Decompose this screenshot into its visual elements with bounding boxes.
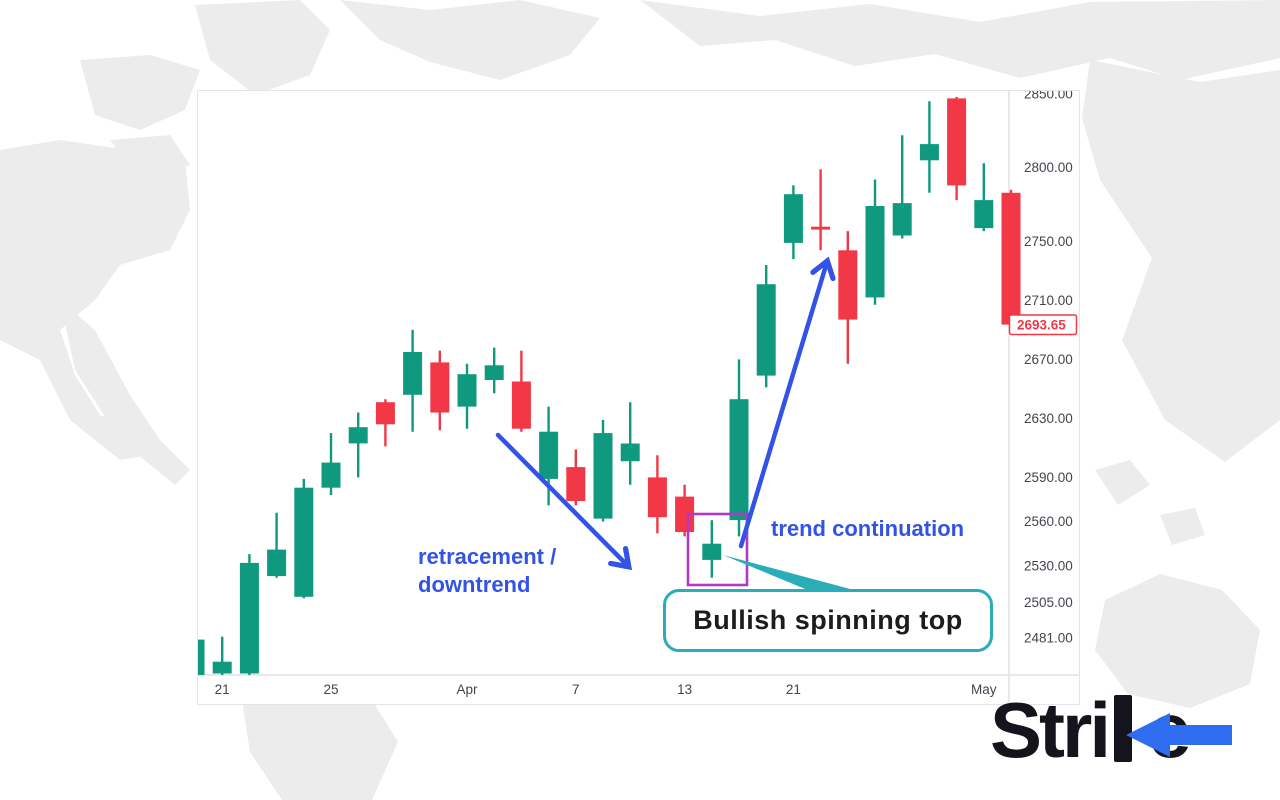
candle-body-9 <box>403 352 423 395</box>
price-tick-label: 2800.00 <box>1024 160 1073 175</box>
candle-body-19 <box>675 496 695 532</box>
candle-body-25 <box>838 250 858 320</box>
candle-body-26 <box>865 206 885 298</box>
candle-body-7 <box>348 427 368 444</box>
time-tick-label: 21 <box>786 682 801 697</box>
price-tick-label: 2670.00 <box>1024 352 1073 367</box>
price-tick-label: 2750.00 <box>1024 234 1073 249</box>
logo-arrow-icon <box>1126 713 1233 757</box>
candle-body-23 <box>783 194 803 243</box>
candle-body-29 <box>947 98 967 186</box>
candle-body-1 <box>198 639 205 675</box>
callout-bullish-spinning-top: Bullish spinning top <box>663 589 993 652</box>
candle-body-5 <box>294 487 314 597</box>
spinning-top-highlight-box <box>686 512 749 587</box>
price-tick-label: 2530.00 <box>1024 558 1073 573</box>
retracement-downtrend-label: retracement / downtrend <box>418 543 556 599</box>
time-tick-label: 21 <box>215 682 230 697</box>
logo-text-left: Stri <box>990 686 1111 774</box>
time-tick-label: May <box>971 682 997 697</box>
candle-body-18 <box>647 477 667 518</box>
map-islands <box>1095 460 1205 545</box>
candle-body-8 <box>375 402 395 425</box>
candle-body-31 <box>1001 192 1021 325</box>
candle-body-16 <box>593 433 613 519</box>
map-greenland <box>195 0 330 95</box>
candle-body-30 <box>974 200 994 229</box>
candle-body-4 <box>267 549 287 577</box>
retracement-arrow <box>495 432 633 571</box>
price-tick-label: 2560.00 <box>1024 514 1073 529</box>
candle-layer <box>198 96 1021 675</box>
time-tick-label: 25 <box>323 682 338 697</box>
axis-layer: 2850.00 2800.00 2750.00 2710.00 2670.00 2630.… <box>215 91 1073 697</box>
logo-k-stem <box>1114 695 1133 762</box>
candle-body-22 <box>756 284 776 376</box>
candle-body-11 <box>457 374 477 407</box>
trend-continuation-arrow <box>738 256 836 549</box>
price-tick-label: 2481.00 <box>1024 631 1073 646</box>
annotation-layer: 2693.65 <box>495 256 1078 593</box>
map-arctic-islands <box>80 55 200 180</box>
retracement-label-line2: downtrend <box>418 572 531 597</box>
price-tick-label: 2850.00 <box>1024 91 1073 101</box>
time-tick-label: 7 <box>572 682 580 697</box>
callout-text: Bullish spinning top <box>693 605 963 635</box>
map-eurasia-band <box>640 0 1280 80</box>
candle-body-6 <box>321 462 341 488</box>
candle-body-15 <box>566 467 586 501</box>
callout-tail <box>723 555 865 593</box>
candle-body-2 <box>212 661 232 674</box>
current-price-tag: 2693.65 <box>1008 314 1078 336</box>
candlestick-chart: 2850.00 2800.00 2750.00 2710.00 2670.00 2630.… <box>198 91 1079 704</box>
map-south-america <box>240 680 398 800</box>
candle-body-3 <box>239 562 259 674</box>
price-tick-label: 2630.00 <box>1024 411 1073 426</box>
time-tick-label: 13 <box>677 682 692 697</box>
candle-body-20 <box>702 543 722 560</box>
logo-ke: e <box>1108 690 1236 772</box>
time-tick-label: Apr <box>456 682 478 697</box>
current-price-value: 2693.65 <box>1017 318 1066 333</box>
candle-body-13 <box>511 381 531 429</box>
candle-body-21 <box>729 399 749 521</box>
candle-body-17 <box>620 443 640 462</box>
map-asia-east <box>1082 60 1280 462</box>
candle-body-24 <box>811 226 831 230</box>
trend-continuation-label: trend continuation <box>771 516 965 541</box>
price-tick-label: 2710.00 <box>1024 293 1073 308</box>
map-north-band <box>340 0 600 80</box>
strike-logo: Stri e <box>990 690 1236 772</box>
candle-body-10 <box>430 362 450 413</box>
candle-body-28 <box>919 144 939 161</box>
map-north-america <box>0 140 190 460</box>
map-central-america <box>60 300 190 485</box>
price-tick-label: 2505.00 <box>1024 595 1073 610</box>
map-australia <box>1095 574 1260 708</box>
price-tick-label: 2590.00 <box>1024 470 1073 485</box>
candle-body-12 <box>484 365 504 380</box>
candle-body-27 <box>892 203 912 236</box>
retracement-label-line1: retracement / <box>418 544 557 569</box>
candle-body-14 <box>539 431 559 479</box>
